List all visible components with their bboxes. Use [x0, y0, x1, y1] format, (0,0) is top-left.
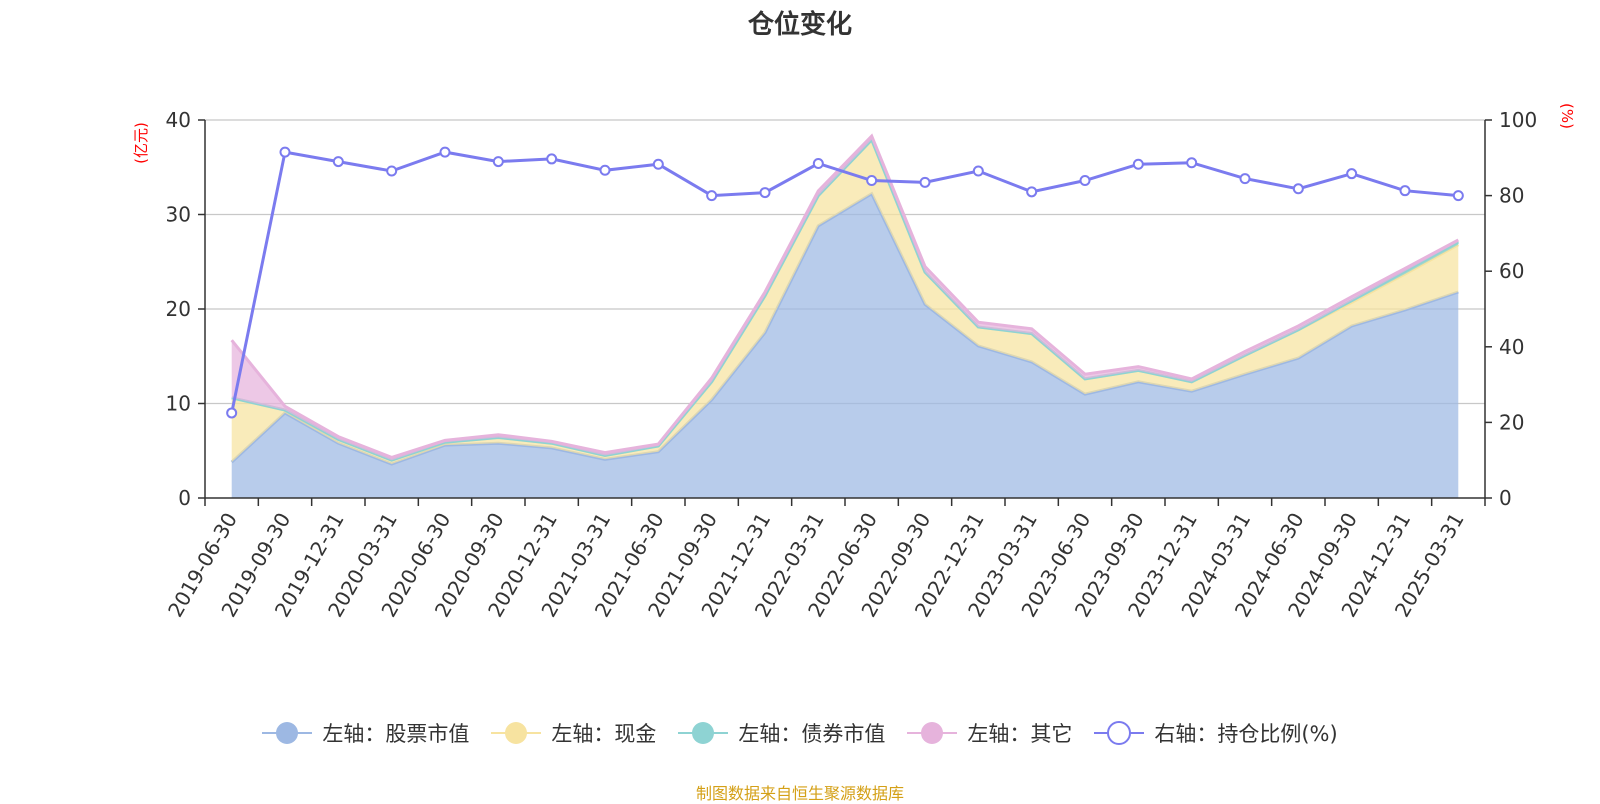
right-tick-label: 0 — [1499, 486, 1512, 510]
right-tick-label: 20 — [1499, 410, 1524, 434]
ratio-point — [1079, 174, 1091, 186]
right-tick-label: 80 — [1499, 184, 1524, 208]
chart-title: 仓位变化 — [747, 10, 852, 40]
legend: 左轴：股票市值 左轴：现金 左轴：债券市值 左轴：其它 右轴：持仓比例(%) — [0, 718, 1600, 748]
ratio-point — [1452, 190, 1464, 202]
legend-label: 左轴：债券市值 — [738, 722, 886, 746]
left-tick-label: 20 — [166, 297, 191, 321]
ratio-point — [1239, 173, 1251, 185]
source-note: 制图数据来自恒生聚源数据库 — [695, 784, 904, 803]
ratio-point — [919, 176, 931, 188]
legend-swatch-icon — [1094, 721, 1145, 745]
ratio-point — [386, 165, 398, 177]
ratio-point — [546, 153, 558, 165]
ratio-point — [1346, 168, 1358, 180]
ratio-point — [759, 187, 771, 199]
ratio-point — [972, 165, 984, 177]
right-tick-label: 40 — [1499, 335, 1524, 359]
left-axis-unit: (亿元) — [132, 122, 150, 164]
right-tick-label: 60 — [1499, 259, 1524, 283]
ratio-point — [1292, 183, 1304, 195]
legend-swatch-icon — [907, 722, 958, 744]
ratio-point — [599, 164, 611, 176]
ratio-line-layer — [226, 146, 1464, 419]
legend-label: 左轴：现金 — [551, 722, 657, 746]
legend-label: 左轴：股票市值 — [322, 722, 470, 746]
ratio-point — [439, 146, 451, 158]
area-layer — [230, 133, 1460, 498]
legend-item[interactable]: 左轴：其它 — [907, 718, 1072, 748]
ratio-point — [492, 156, 504, 168]
legend-swatch-icon — [678, 722, 729, 744]
series-4-edge — [230, 133, 1460, 459]
ratio-point — [1186, 157, 1198, 169]
legend-label: 左轴：其它 — [967, 722, 1073, 746]
legend-item[interactable]: 右轴：持仓比例(%) — [1094, 718, 1338, 748]
ratio-point — [279, 146, 291, 158]
right-tick-label: 100 — [1499, 108, 1537, 132]
ratio-point — [226, 407, 238, 419]
ratio-point — [866, 174, 878, 186]
legend-label: 右轴：持仓比例(%) — [1154, 722, 1338, 746]
ratio-point — [1026, 186, 1038, 198]
ratio-point — [812, 157, 824, 169]
ratio-point — [332, 156, 344, 168]
left-tick-label: 40 — [166, 108, 191, 132]
ratio-point — [652, 158, 664, 170]
series-2-area — [231, 139, 1459, 465]
ratio-point — [706, 190, 718, 202]
legend-swatch-icon — [262, 722, 313, 744]
ratio-point — [1132, 158, 1144, 170]
legend-item[interactable]: 左轴：股票市值 — [262, 718, 469, 748]
left-tick-label: 10 — [166, 392, 191, 416]
series-1-area — [231, 193, 1459, 498]
ratio-point — [1399, 185, 1411, 197]
ratio-line — [230, 150, 1459, 414]
left-tick-label: 0 — [178, 486, 191, 510]
legend-item[interactable]: 左轴：现金 — [491, 718, 656, 748]
left-tick-label: 30 — [166, 203, 191, 227]
right-axis-unit: (%) — [1558, 103, 1576, 129]
legend-swatch-icon — [491, 722, 542, 744]
legend-item[interactable]: 左轴：债券市值 — [678, 718, 885, 748]
